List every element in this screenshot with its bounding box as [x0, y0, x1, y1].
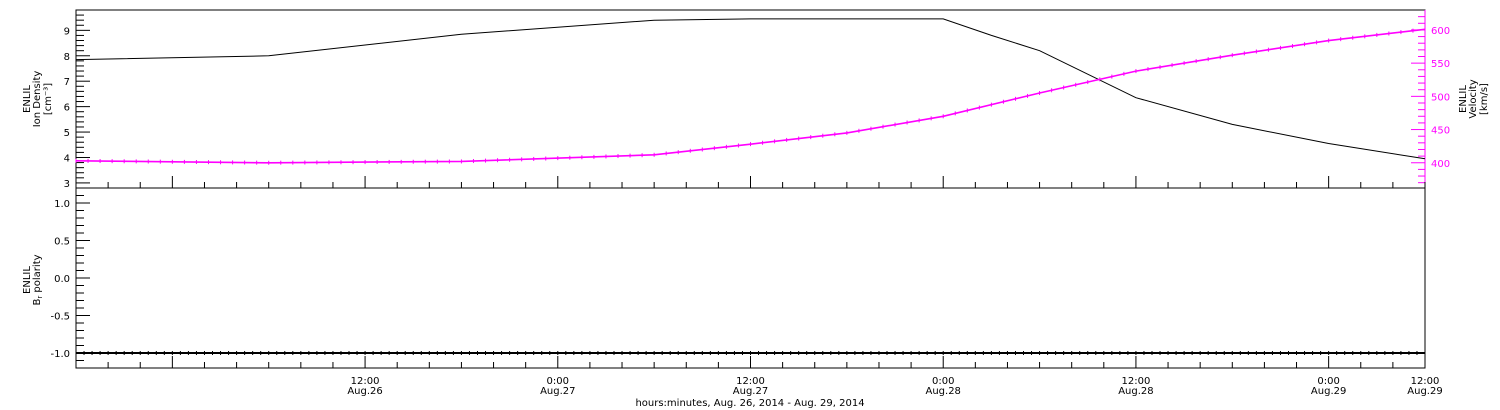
- velocity-tick-label: 400: [1431, 159, 1450, 170]
- velocity-tick-label: 600: [1431, 26, 1450, 37]
- polarity-r-subscript: r: [36, 296, 44, 299]
- date-tick-label: Aug.28: [1118, 386, 1153, 397]
- density-axis-line-1: ENLIL: [22, 85, 33, 113]
- density-axis-unit: [cm⁻³]: [43, 83, 54, 115]
- date-tick-label: Aug.26: [347, 386, 382, 397]
- density-line: [75, 18, 1426, 160]
- density-tick-label: 3: [64, 179, 70, 190]
- polarity-axis: -1.0 -0.5 0.0 0.5 1.0: [50, 195, 90, 361]
- polarity-tick-label: 0.0: [54, 274, 70, 285]
- polarity-tick-label: -1.0: [50, 349, 70, 360]
- time-tick-label: 0:00: [932, 376, 954, 387]
- density-tick-label: 6: [64, 103, 70, 114]
- time-tick-label: 12:00: [1122, 376, 1151, 387]
- velocity-axis-line-2: Velocity: [1468, 79, 1479, 118]
- density-tick-label: 7: [64, 77, 70, 88]
- time-tick-label: 0:00: [1317, 376, 1339, 387]
- date-tick-label: Aug.27: [733, 386, 768, 397]
- velocity-axis-line-1: ENLIL: [1458, 85, 1469, 113]
- date-tick-label: Aug.28: [925, 386, 960, 397]
- polarity-b-symbol: B: [32, 299, 43, 306]
- polarity-word: polarity: [32, 254, 43, 295]
- density-axis-title: ENLIL Ion Density [cm⁻³]: [22, 71, 54, 128]
- time-axis: 12:00Aug.260:00Aug.2712:00Aug.270:00Aug.…: [75, 356, 1443, 409]
- velocity-markers: [75, 27, 1426, 165]
- density-tick-label: 8: [64, 52, 70, 63]
- bottom-plot-frame: [75, 187, 1426, 369]
- velocity-axis-unit: [km/s]: [1479, 83, 1490, 115]
- velocity-tick-label: 450: [1431, 126, 1450, 137]
- time-tick-label: 12:00: [736, 376, 765, 387]
- date-tick-label: Aug.29: [1407, 386, 1442, 397]
- density-minor-ticks: [76, 14, 90, 184]
- polarity-tick-label: -0.5: [50, 312, 70, 323]
- density-tick-label: 5: [64, 128, 70, 139]
- density-tick-label: 9: [64, 26, 70, 37]
- time-tick-label: 12:00: [1411, 376, 1440, 387]
- polarity-markers: [75, 351, 1426, 355]
- time-tick-label: 0:00: [547, 376, 569, 387]
- time-tick-label: 12:00: [351, 376, 380, 387]
- density-tick-label: 4: [64, 153, 70, 164]
- velocity-tick-label: 500: [1431, 92, 1450, 103]
- velocity-axis-title: ENLIL Velocity [km/s]: [1458, 79, 1490, 118]
- polarity-tick-label: 1.0: [54, 199, 70, 210]
- density-axis-line-2: Ion Density: [32, 71, 43, 128]
- polarity-axis-line-2: Br polarity: [32, 254, 44, 305]
- date-tick-label: Aug.27: [540, 386, 575, 397]
- velocity-axis: 400 450 500 550 600: [1411, 10, 1450, 188]
- polarity-axis-line-1: ENLIL: [22, 266, 33, 294]
- date-tick-label: Aug.29: [1311, 386, 1346, 397]
- top-plot-frame: [75, 9, 1426, 189]
- velocity-tick-label: 550: [1431, 59, 1450, 70]
- x-axis-title: hours:minutes, Aug. 26, 2014 - Aug. 29, …: [635, 398, 864, 409]
- polarity-tick-label: 0.5: [54, 237, 70, 248]
